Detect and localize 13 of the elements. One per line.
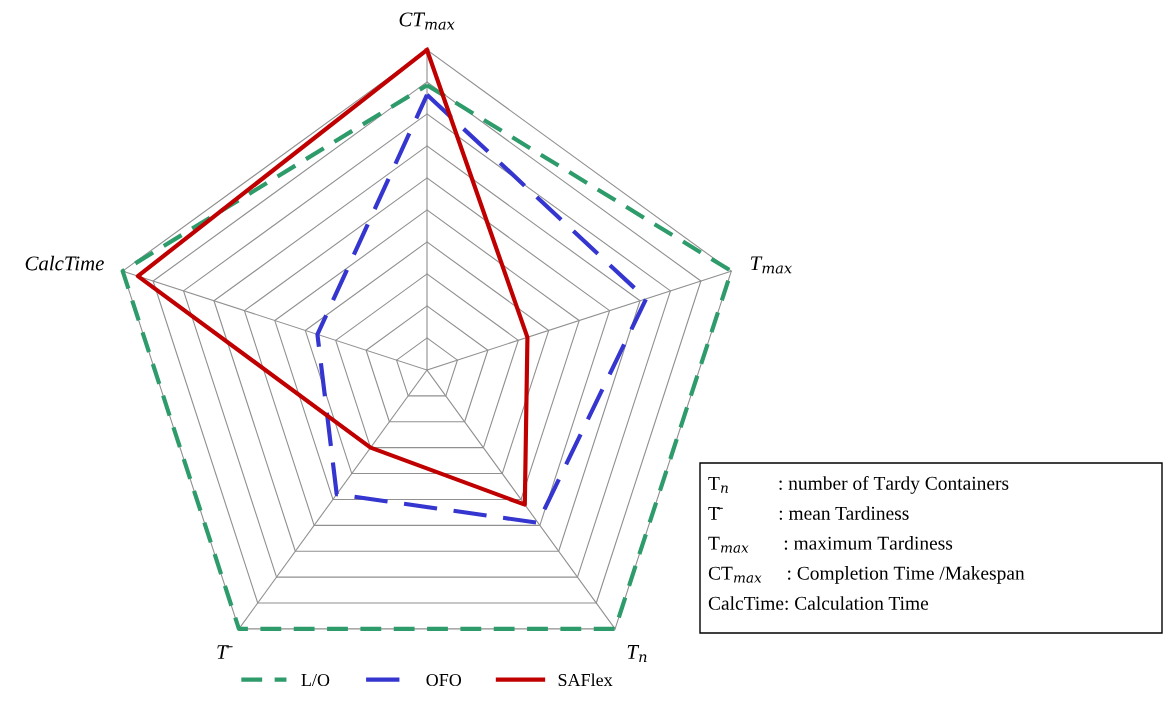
spoke-label: CalcTime — [25, 255, 104, 271]
text: T$_{n}$ : number of Tardy Containers — [708, 475, 1009, 494]
text: T̄ : mean Tardiness — [708, 506, 909, 520]
text: T$_{max}$ : maximum Tardiness — [708, 536, 953, 553]
spoke-label: CT$_{max}$ — [399, 12, 455, 30]
legend-label: SAFlex — [558, 673, 613, 687]
legend-label: L/O — [301, 673, 330, 687]
text: CalcTime: Calculation Time — [708, 596, 929, 610]
spoke-label: T$_{n}$ — [627, 645, 647, 663]
spoke-label: T$_{max}$ — [750, 256, 792, 274]
legend-label: OFO — [426, 673, 462, 687]
spoke-label: T̄ — [217, 645, 233, 659]
text: CT$_{max}$ : Completion Time /Makespan — [708, 566, 1025, 584]
